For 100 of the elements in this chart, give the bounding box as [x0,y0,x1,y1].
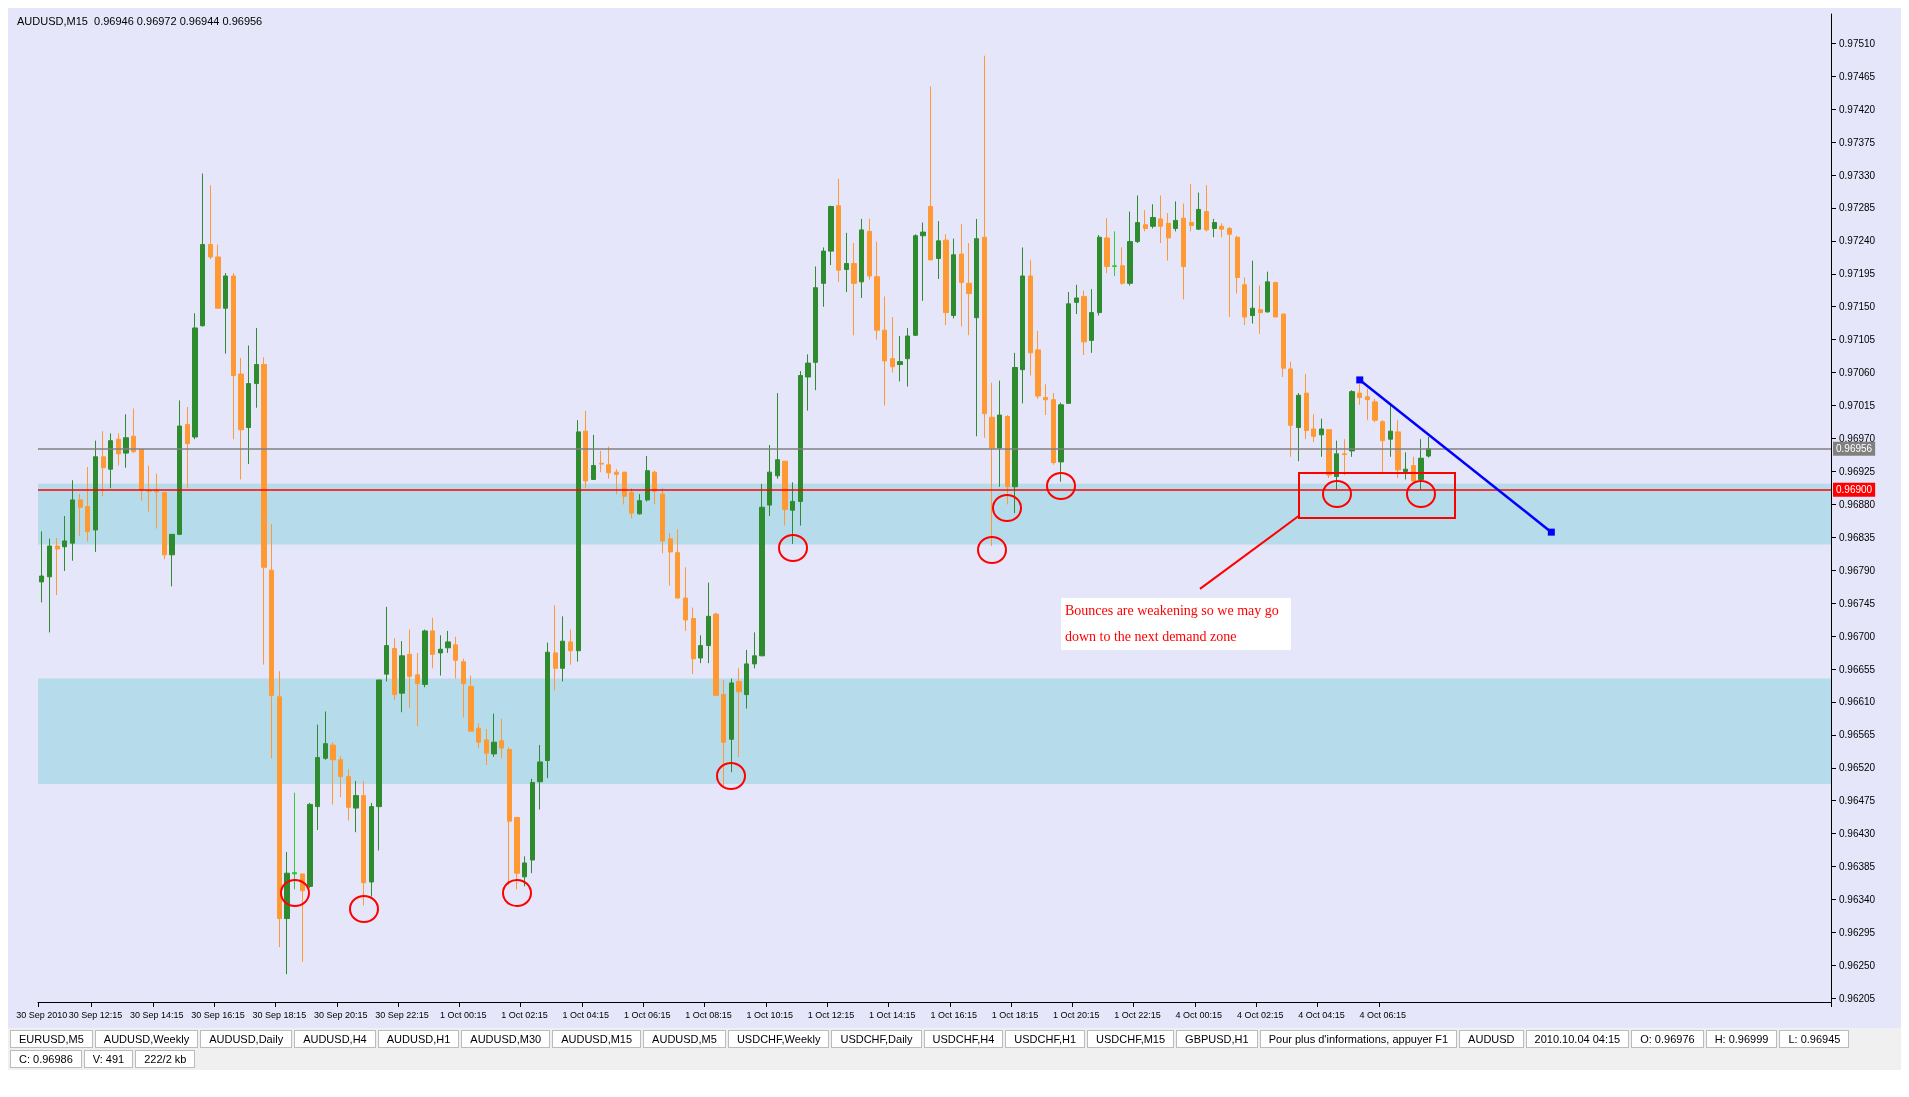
candlestick [1227,226,1232,318]
candlestick [729,678,734,773]
candlestick [752,631,757,669]
text: AUDUSD,M5 [643,1030,726,1048]
candlestick [1189,183,1194,232]
candlestick [790,481,795,545]
y-tick-label: 0.97420 [1839,103,1876,115]
x-tick-label: 1 Oct 16:15 [930,1009,977,1020]
candlestick [775,392,780,480]
y-tick-label: 0.96610 [1839,696,1876,708]
y-tick-label: 0.96340 [1839,894,1876,906]
candlestick [821,246,826,308]
candlestick [246,345,251,465]
candlestick [384,606,389,682]
candlestick [851,242,857,336]
candlestick [1380,419,1385,475]
candlestick [1365,388,1370,421]
candlestick [277,670,282,948]
x-tick-label: 1 Oct 18:15 [991,1009,1039,1020]
candlestick [185,406,190,489]
x-tick-label: 4 Oct 00:15 [1175,1009,1223,1020]
candlestick [1281,313,1286,378]
candlestick [583,410,588,489]
candlestick [231,272,236,440]
y-tick-label: 0.96520 [1839,762,1876,774]
candlestick [951,238,956,319]
x-tick-label: 1 Oct 22:15 [1114,1009,1161,1020]
candlestick [445,630,451,654]
candlestick [890,316,895,374]
candlestick [422,628,428,688]
candlestick [920,222,926,302]
candlestick [828,205,834,266]
candlestick [70,479,75,562]
candlestick [1342,438,1347,476]
candlestick [315,724,320,831]
candlestick [108,432,113,489]
candlestick [599,450,604,473]
x-tick-label: 30 Sep 20:15 [313,1009,368,1020]
candlestick [1418,438,1424,491]
candlestick [192,312,198,440]
candlestick [139,448,144,502]
candlestick [223,272,228,355]
y-tick-label: 0.97240 [1839,235,1876,247]
candlestick [805,353,811,412]
candlestick [1150,203,1156,229]
candlestick [338,755,343,798]
candlestick [706,582,711,664]
candlestick [361,780,366,906]
candlestick [1097,234,1102,317]
candlestick [1319,418,1324,458]
candlestick [269,523,274,759]
candlestick [1143,209,1148,232]
text: USDCHF,Daily [831,1030,922,1048]
candlestick [1074,284,1079,315]
candlestick [323,710,328,761]
candlestick [1273,281,1278,318]
candlestick [1173,200,1178,232]
candlestick [131,407,136,454]
candlestick [1112,230,1117,277]
candlestick [208,184,213,260]
candlestick [162,492,167,560]
candlestick [989,382,995,547]
y-tick-label: 0.96790 [1839,564,1876,576]
candlestick [637,493,642,516]
candlestick [905,327,910,388]
candlestick [913,233,918,337]
y-tick-label: 0.97465 [1839,70,1876,82]
y-tick-label: 0.97060 [1839,367,1876,379]
candlestick [1012,352,1018,514]
candlestick [943,233,949,326]
candlestick [1326,429,1332,479]
text: AUDUSD [1459,1030,1524,1048]
candlestick [254,327,259,409]
candlestick [675,528,680,600]
candlestick [1104,217,1110,274]
candlestick [545,642,550,779]
candlestick [101,430,106,497]
candlestick [1403,451,1408,480]
x-tick-label: 30 Sep 22:15 [375,1009,429,1020]
candlestick [346,768,351,821]
text: USDCHF,Weekly [727,1030,830,1048]
candlestick [292,792,297,890]
candlestick [660,487,665,554]
text: 222/2 kb [135,1050,196,1068]
candlestick [767,444,772,517]
candlestick [959,223,964,327]
candlestick [522,855,527,887]
candlestick [1127,211,1133,287]
x-tick-label: 4 Oct 06:15 [1359,1009,1407,1020]
candlestick [461,658,466,718]
candlestick [1311,413,1316,443]
chart-title: AUDUSD,M15 0.96946 0.96972 0.96944 0.96956 [17,14,263,27]
candlestick [369,802,374,898]
candlestick [476,722,481,749]
candlestick [484,728,489,766]
candlestick [1051,392,1056,466]
candlestick [1212,218,1217,238]
candlestick [1265,271,1270,314]
x-tick-label: 1 Oct 06:15 [623,1009,671,1020]
x-tick-label: 1 Oct 08:15 [685,1009,732,1020]
